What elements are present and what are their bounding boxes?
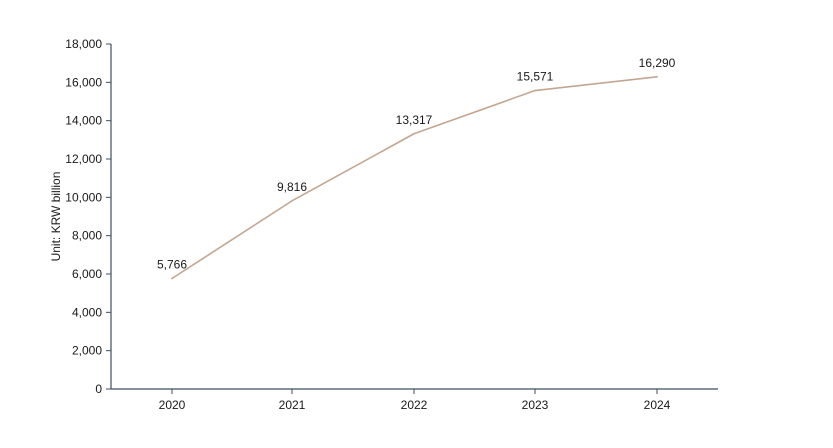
y-tick-label: 18,000 (65, 37, 102, 51)
y-tick-label: 14,000 (65, 114, 102, 128)
data-point (171, 277, 173, 280)
y-tick-label: 2,000 (72, 344, 102, 358)
y-axis-ticks: 0 2,000 4,000 6,000 8,000 10,000 12,000 14,000 1… (65, 37, 111, 396)
data-label: 15,571 (517, 70, 554, 84)
y-axis-title: Unit: KRW billion (49, 172, 63, 262)
x-tick-label: 2023 (522, 398, 549, 412)
data-label: 13,317 (396, 113, 433, 127)
x-tick-label: 2022 (401, 398, 428, 412)
data-label: 16,290 (639, 56, 676, 70)
data-label: 5,766 (157, 257, 187, 271)
y-tick-label: 10,000 (65, 190, 102, 204)
data-label: 9,816 (277, 180, 307, 194)
x-axis-ticks: 2020 2021 2022 2023 2024 (159, 389, 671, 412)
x-tick-label: 2021 (279, 398, 306, 412)
y-tick-label: 0 (95, 382, 102, 396)
data-point (291, 199, 293, 202)
y-tick-label: 6,000 (72, 267, 102, 281)
series-line (171, 75, 658, 280)
data-point (656, 75, 658, 78)
y-tick-label: 4,000 (72, 305, 102, 319)
series-group (171, 75, 658, 280)
y-tick-label: 16,000 (65, 75, 102, 89)
data-point (534, 89, 536, 92)
data-labels: 5,766 9,816 13,317 15,571 16,290 (157, 56, 676, 272)
x-tick-label: 2020 (159, 398, 186, 412)
x-tick-label: 2024 (644, 398, 671, 412)
y-tick-label: 8,000 (72, 229, 102, 243)
data-point (413, 132, 415, 135)
y-tick-label: 12,000 (65, 152, 102, 166)
